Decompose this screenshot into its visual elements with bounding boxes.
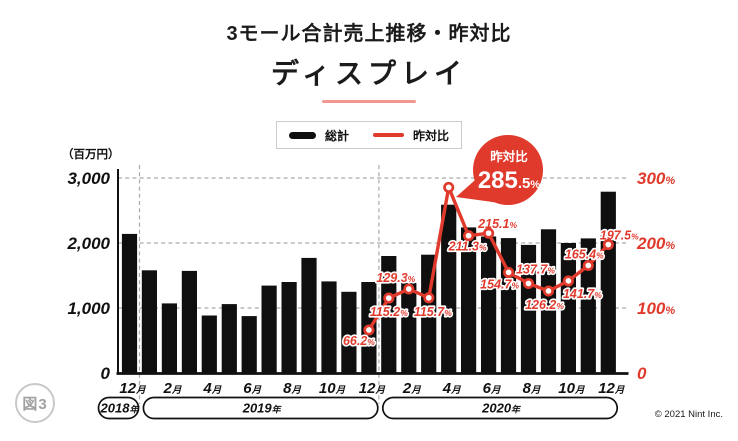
year-pill (381, 396, 619, 420)
bar (141, 270, 157, 373)
month-tick: 2月 (402, 380, 421, 397)
bar (401, 283, 417, 373)
yoy-point-label: 126.2% (525, 298, 564, 312)
left-axis-tick: 0 (101, 364, 111, 383)
bar (301, 257, 317, 373)
yoy-point (403, 283, 415, 295)
yoy-point (562, 275, 574, 287)
yoy-point-label: 165.4% (565, 248, 604, 262)
callout-label: 昨対比 (490, 149, 528, 164)
callout-value: 285.5% (478, 167, 541, 194)
month-tick: 6月 (243, 380, 261, 397)
bar (341, 291, 357, 374)
month-tick: 10月 (558, 380, 585, 397)
yoy-point-label: 137.7% (516, 263, 555, 277)
month-tick: 10月 (319, 380, 346, 397)
bar (441, 204, 457, 373)
legend-item-yoy: 昨対比 (373, 127, 449, 144)
callout-bubble: 昨対比 285.5% (456, 135, 543, 205)
yoy-point (503, 266, 515, 278)
right-axis-tick: 0 (637, 364, 647, 383)
subtitle-underline (322, 100, 416, 103)
page-title: 3モール合計売上推移・昨対比 (226, 23, 512, 45)
year-pill (97, 396, 140, 420)
year-pill-label: 2020年 (481, 401, 522, 416)
bar (241, 316, 257, 373)
bar (161, 303, 177, 373)
yoy-point (383, 292, 395, 304)
yoy-point-label: 211.3% (448, 240, 487, 254)
bar (221, 304, 237, 373)
yoy-point-label: 215.1% (477, 217, 517, 231)
yoy-point-label: 115.2% (370, 305, 408, 319)
bar (560, 243, 576, 373)
month-tick: 12月 (359, 380, 386, 397)
yoy-point-label: 115.7% (414, 305, 452, 319)
yoy-point-label: 141.7% (563, 287, 602, 301)
year-pill (142, 396, 379, 420)
yoy-point-label: 154.7% (480, 277, 519, 291)
legend-line-swatch (373, 133, 404, 137)
bar (481, 236, 497, 373)
bar (540, 229, 557, 373)
yoy-point (443, 181, 455, 193)
bar (201, 315, 217, 373)
bar (461, 227, 477, 373)
copyright-text: © 2021 Nint Inc. (654, 409, 723, 420)
bar (281, 282, 297, 373)
month-tick: 12月 (598, 380, 625, 397)
bar (381, 256, 397, 373)
month-tick: 4月 (442, 380, 461, 397)
legend-bar-swatch (288, 131, 316, 139)
left-axis-tick: 3,000 (67, 169, 110, 188)
bar (580, 238, 596, 373)
yoy-point (542, 285, 555, 297)
yoy-point (522, 277, 535, 290)
legend-item-total: 総計 (288, 127, 349, 144)
chart-legend: 総計 昨対比 (276, 121, 462, 149)
month-tick: 4月 (202, 380, 221, 397)
bar (181, 270, 197, 373)
year-pill-label: 2018年 (100, 401, 141, 416)
month-tick: 6月 (483, 380, 501, 397)
page-subtitle: ディスプレイ (270, 58, 468, 89)
left-axis-tick: 2,000 (66, 234, 110, 253)
legend-label-total: 総計 (324, 128, 349, 143)
yoy-point (602, 239, 614, 251)
bar (520, 244, 537, 373)
yoy-point (483, 227, 495, 239)
yoy-point (582, 259, 594, 272)
month-tick: 12月 (119, 380, 146, 397)
figure-number-badge: 図3 (15, 383, 55, 423)
right-axis-tick: 100% (637, 299, 675, 318)
month-tick: 8月 (523, 380, 541, 397)
year-pill-label: 2019年 (242, 401, 283, 416)
yoy-point (363, 324, 375, 336)
bar (321, 281, 337, 373)
month-tick: 2月 (162, 380, 181, 397)
axis-unit-label: （百万円） (62, 147, 120, 161)
bar (600, 191, 616, 373)
bar (121, 233, 138, 373)
yoy-point (423, 292, 435, 304)
yoy-point (463, 230, 475, 242)
left-axis-tick: 1,000 (67, 299, 110, 318)
legend-label-yoy: 昨対比 (413, 128, 450, 143)
yoy-point-label: 66.2% (343, 334, 375, 348)
yoy-point-label: 129.3% (376, 271, 415, 285)
right-axis-tick: 200% (636, 234, 675, 253)
bar (261, 285, 277, 373)
month-tick: 8月 (283, 380, 301, 397)
right-axis-tick: 300% (637, 169, 675, 188)
